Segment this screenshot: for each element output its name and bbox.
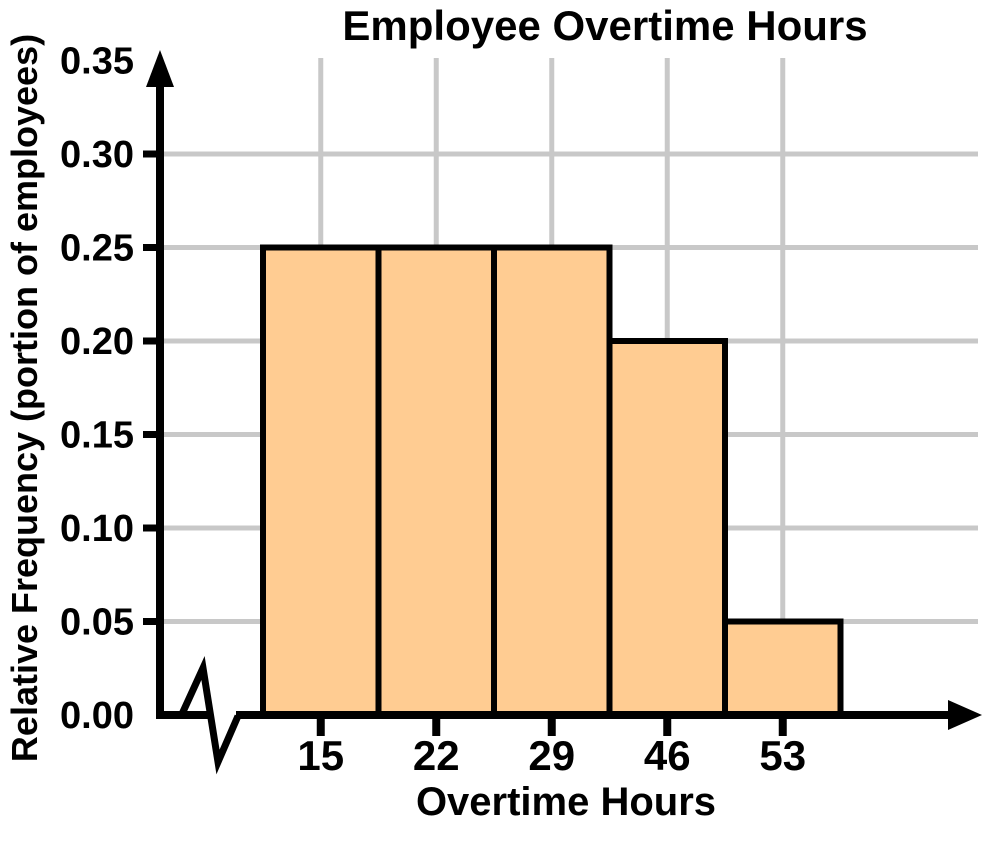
y-axis-arrowhead <box>146 50 174 87</box>
y-tick-label: 0.15 <box>60 415 134 457</box>
x-axis-arrowhead <box>948 700 982 730</box>
x-tick-label: 29 <box>528 732 575 779</box>
labels-layer: 0.00 0.05 0.10 0.15 0.20 0.25 0.30 0.35 15 22 29 46… <box>60 41 806 780</box>
bar-53 <box>722 618 844 718</box>
x-axis-title: Overtime Hours <box>416 780 716 824</box>
bar-46 <box>606 338 728 718</box>
x-tick-label: 15 <box>297 732 344 779</box>
y-tick-label: 0.20 <box>60 321 134 363</box>
y-tick-label: 0.30 <box>60 134 134 176</box>
y-tick-label: 0.10 <box>60 508 134 550</box>
x-tick-label: 22 <box>413 732 460 779</box>
y-axis-title: Relative Frequency (portion of employees… <box>4 34 45 762</box>
chart-title: Employee Overtime Hours <box>342 2 867 49</box>
y-tick-label: 0.00 <box>60 695 134 737</box>
y-tick-label: 0.35 <box>60 41 134 83</box>
x-tick-label: 53 <box>759 732 806 779</box>
axis-break-squiggle <box>178 656 242 775</box>
x-tick-label: 46 <box>644 732 691 779</box>
bar-22 <box>375 244 497 718</box>
bar-15 <box>260 244 382 718</box>
bar-29 <box>491 244 613 718</box>
bars-layer <box>260 244 844 718</box>
y-tick-label: 0.25 <box>60 228 134 270</box>
axes-layer <box>143 50 982 775</box>
y-tick-label: 0.05 <box>60 602 134 644</box>
